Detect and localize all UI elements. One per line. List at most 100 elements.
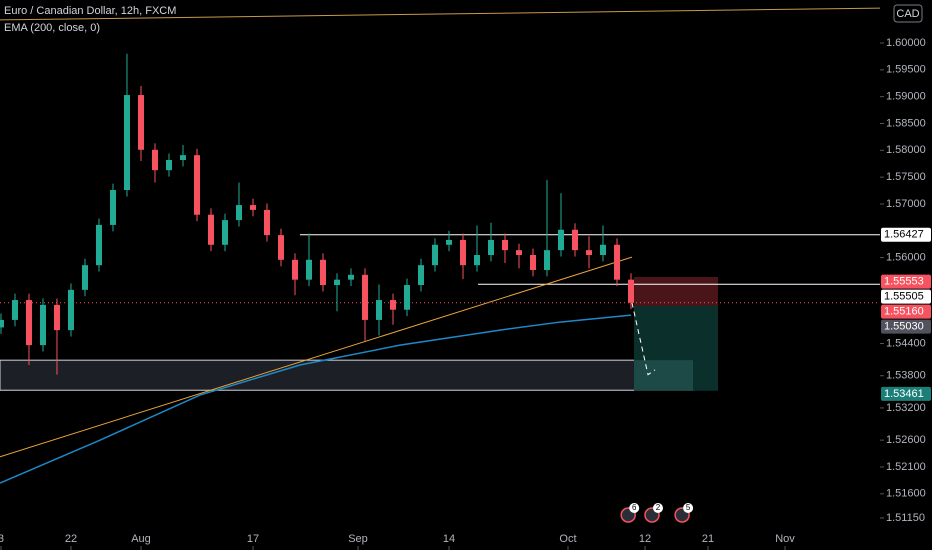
candle-body: [95, 224, 102, 266]
y-tick-label: 1.59500: [886, 64, 926, 76]
candle-body: [557, 229, 564, 251]
x-tick-label: 17: [247, 533, 259, 545]
price-badge: [881, 304, 931, 319]
candle-body: [431, 244, 438, 266]
event-badge: [629, 503, 640, 513]
y-tick-label: 1.53800: [886, 370, 926, 382]
x-tick-label: Sep: [348, 533, 368, 545]
candle-body: [39, 304, 46, 346]
price-badge: [881, 289, 931, 304]
trend-line: [0, 256, 633, 458]
candle-body: [25, 300, 32, 346]
candle-body: [305, 259, 312, 280]
x-tick-label: 14: [443, 533, 455, 545]
candle-body: [151, 149, 158, 171]
candle-body: [109, 190, 116, 225]
x-tick-label: 21: [702, 533, 714, 545]
candle-body: [263, 209, 270, 236]
x-tick-label: Aug: [131, 533, 151, 545]
candle-body: [600, 244, 607, 255]
zone: [0, 359, 694, 391]
candle-body: [207, 214, 214, 245]
candle-body: [417, 265, 424, 286]
y-tick-label: 1.60000: [886, 37, 926, 49]
candle-body: [389, 300, 396, 310]
price-badge-label: 1.55505: [884, 291, 924, 303]
y-tick-label: 1.51600: [886, 488, 926, 500]
price-badge: [881, 319, 931, 334]
candle-body: [403, 285, 410, 310]
candle-body: [543, 250, 550, 271]
candle-body: [137, 95, 144, 150]
y-tick-label: 1.53200: [886, 402, 926, 414]
y-tick-label: 1.52600: [886, 434, 926, 446]
zone: [634, 276, 719, 306]
candle-body: [0, 319, 4, 328]
candle-body: [221, 220, 228, 245]
candle-body: [319, 259, 326, 286]
price-badge-label: 1.55160: [884, 306, 924, 318]
candle-body: [529, 254, 536, 271]
candle-body: [487, 239, 494, 255]
plot-area: [0, 7, 880, 484]
candle-body: [614, 244, 621, 280]
candle-body: [179, 155, 186, 160]
ema-line: [0, 314, 632, 484]
price-badge-label: 1.56427: [884, 229, 924, 241]
y-tick-label: 1.54400: [886, 337, 926, 349]
candle-body: [249, 205, 256, 210]
x-tick-label: 12: [639, 533, 651, 545]
x-tick-label: 3: [0, 533, 4, 545]
candle-body: [81, 265, 88, 290]
currency-button[interactable]: [893, 4, 923, 23]
candle-body: [445, 239, 452, 245]
candle-body: [123, 95, 130, 191]
candle-body: [361, 274, 368, 320]
candle-body: [501, 239, 508, 251]
price-badge: [881, 227, 931, 242]
price-badge: [881, 274, 931, 289]
price-badge-label: 1.55553: [884, 276, 924, 288]
candle-body: [586, 250, 593, 255]
candle-body: [375, 300, 382, 320]
candle-body: [277, 235, 284, 260]
candle-body: [235, 205, 242, 221]
candle-body: [291, 259, 298, 280]
indicator-label: EMA (200, close, 0): [4, 22, 100, 34]
y-tick-label: 1.52100: [886, 461, 926, 473]
y-tick-label: 1.58000: [886, 144, 926, 156]
y-tick-label: 1.58500: [886, 117, 926, 129]
trend-line: [631, 302, 656, 376]
event-count: 2: [656, 503, 661, 512]
candle-body: [11, 300, 18, 320]
price-badge: [881, 386, 931, 401]
candle-body: [347, 274, 354, 280]
event-count: 5: [686, 503, 691, 512]
candle-body: [193, 155, 200, 215]
candle-body: [165, 159, 172, 171]
event-count: 6: [632, 503, 637, 512]
candle-body: [628, 279, 635, 303]
event-badge: [683, 503, 694, 513]
currency-label[interactable]: CAD: [896, 8, 919, 20]
y-tick-label: 1.51150: [886, 512, 925, 524]
chart-title: Euro / Canadian Dollar, 12h, FXCM: [4, 5, 176, 17]
x-tick-label: Oct: [559, 533, 576, 545]
x-tick-label: 22: [65, 533, 77, 545]
price-badge-label: 1.53461: [884, 388, 924, 400]
candle-body: [515, 250, 522, 255]
candle-body: [53, 304, 60, 331]
candle-body: [459, 239, 466, 266]
y-tick-label: 1.56000: [886, 252, 926, 264]
trend-line: [0, 7, 880, 21]
candle-body: [333, 279, 340, 286]
price-badge-label: 1.55030: [884, 321, 924, 333]
candle-body: [67, 289, 74, 331]
y-tick-label: 1.59000: [886, 91, 926, 103]
candle-body: [473, 254, 480, 266]
event-badge: [653, 503, 664, 513]
y-tick-label: 1.57500: [886, 171, 926, 183]
candle-body: [571, 229, 578, 251]
